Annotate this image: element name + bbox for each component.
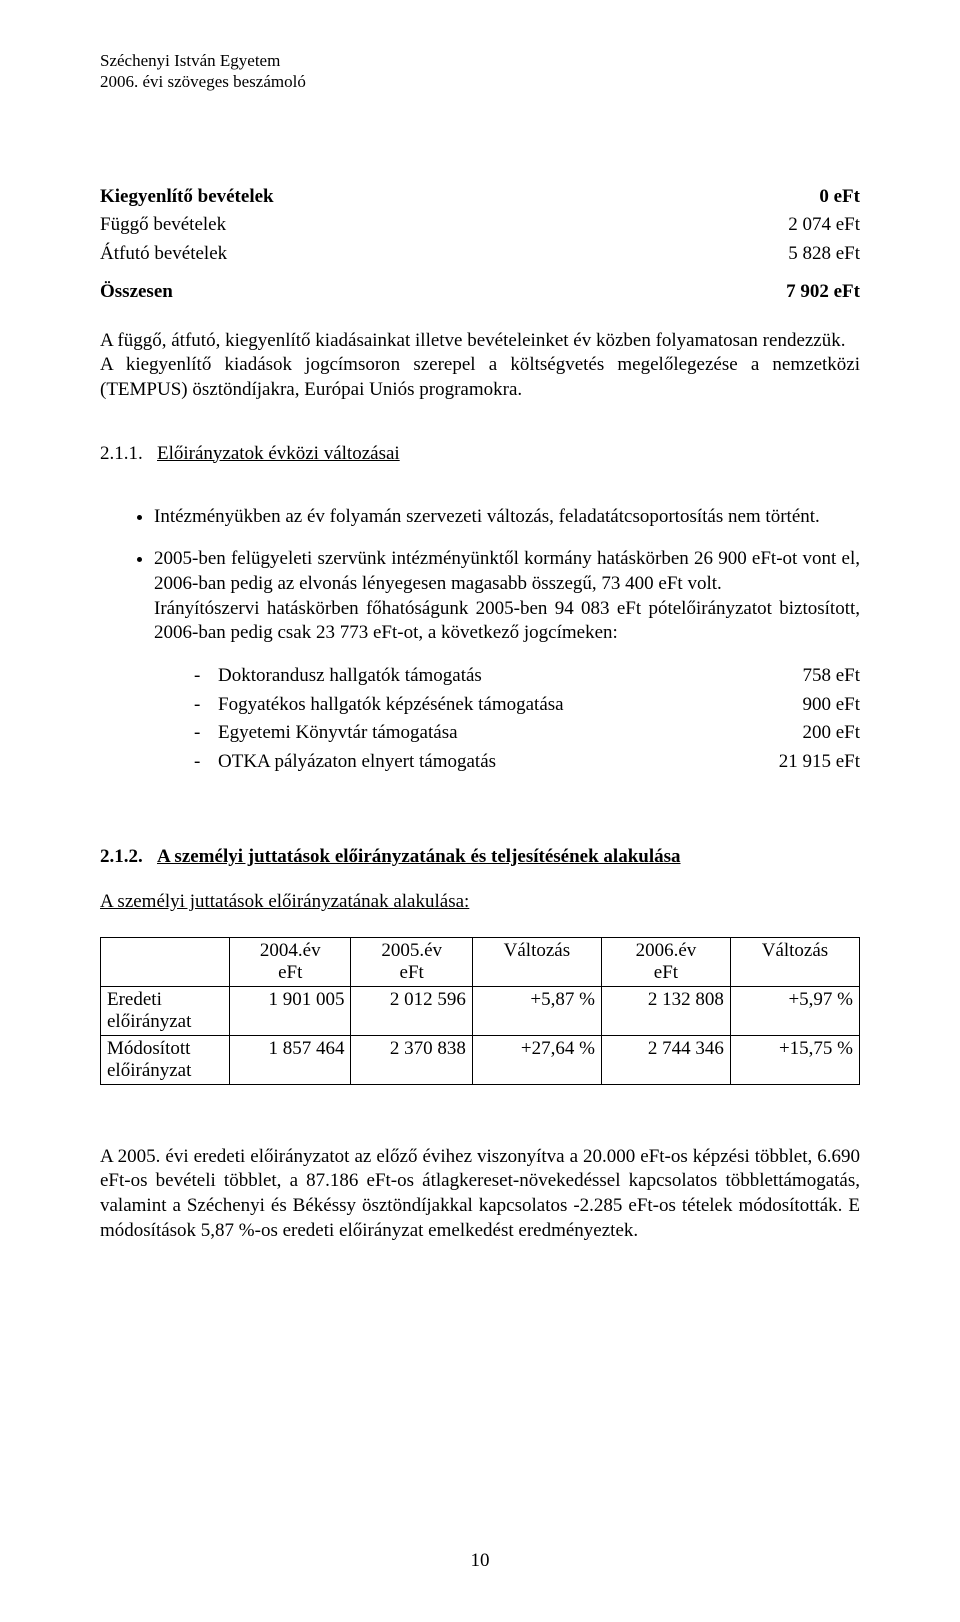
- page-number: 10: [0, 1550, 960, 1572]
- table-cell: 2 370 838: [351, 1035, 472, 1084]
- revenue-label: Átfutó bevételek: [100, 240, 227, 269]
- table-header-cell: Változás: [472, 937, 601, 986]
- table-cell: +5,97 %: [730, 986, 859, 1035]
- dash-row: - OTKA pályázaton elnyert támogatás 21 9…: [154, 748, 860, 777]
- table-cell: 1 901 005: [230, 986, 351, 1035]
- th-label: Változás: [504, 940, 570, 961]
- dash-label: Doktorandusz hallgatók támogatás: [218, 662, 720, 691]
- table-cell: +15,75 %: [730, 1035, 859, 1084]
- table-cell: +5,87 %: [472, 986, 601, 1035]
- page: Széchenyi István Egyetem 2006. évi szöve…: [0, 0, 960, 1622]
- paragraph-1: A függő, átfutó, kiegyenlítő kiadásainka…: [100, 329, 860, 354]
- th-sub: eFt: [654, 962, 678, 983]
- header-line-2: 2006. évi szöveges beszámoló: [100, 71, 860, 92]
- table-header-cell: 2006.év eFt: [601, 937, 730, 986]
- table-header-row: 2004.év eFt 2005.év eFt Változás 2006.év…: [101, 937, 860, 986]
- dash-value: 758 eFt: [720, 662, 860, 691]
- header-line-1: Széchenyi István Egyetem: [100, 50, 860, 71]
- table-rowhead: Módosított előirányzat: [101, 1035, 230, 1084]
- dash-label: Egyetemi Könyvtár támogatása: [218, 719, 720, 748]
- dash-icon: -: [154, 691, 218, 720]
- section-211-heading: 2.1.1. Előirányzatok évközi változásai: [100, 443, 860, 465]
- table-cell: 2 132 808: [601, 986, 730, 1035]
- table-header-cell: 2005.év eFt: [351, 937, 472, 986]
- table-row: Eredeti előirányzat 1 901 005 2 012 596 …: [101, 986, 860, 1035]
- dash-value: 900 eFt: [720, 691, 860, 720]
- table-rowhead: Eredeti előirányzat: [101, 986, 230, 1035]
- th-label: Változás: [762, 940, 828, 961]
- closing-paragraph: A 2005. évi eredeti előirányzatot az elő…: [100, 1145, 860, 1244]
- paragraph-2: A kiegyenlítő kiadások jogcímsoron szere…: [100, 353, 860, 402]
- th-label: 2004.év: [260, 940, 321, 961]
- dash-label: OTKA pályázaton elnyert támogatás: [218, 748, 720, 777]
- revenue-total-value: 7 902 eFt: [786, 278, 860, 307]
- dash-icon: -: [154, 719, 218, 748]
- revenue-total-label: Összesen: [100, 278, 173, 307]
- revenue-value: 2 074 eFt: [788, 211, 860, 240]
- revenue-value: 0 eFt: [819, 183, 860, 212]
- table-cell: 2 744 346: [601, 1035, 730, 1084]
- bullet-list: Intézményükben az év folyamán szervezeti…: [100, 505, 860, 776]
- revenue-label: Függő bevételek: [100, 211, 226, 240]
- table-cell: +27,64 %: [472, 1035, 601, 1084]
- section-212-num: 2.1.2.: [100, 846, 143, 867]
- bullet-item: Intézményükben az év folyamán szervezeti…: [154, 505, 860, 530]
- section-211-num: 2.1.1.: [100, 443, 143, 464]
- section-212-title: A személyi juttatások előirányzatának és…: [157, 846, 681, 867]
- dash-label: Fogyatékos hallgatók képzésének támogatá…: [218, 691, 720, 720]
- bullet-text-b: Irányítószervi hatáskörben főhatóságunk …: [154, 598, 860, 644]
- bullet-text-a: 2005-ben felügyeleti szervünk intézményü…: [154, 548, 860, 594]
- table-header-cell: Változás: [730, 937, 859, 986]
- revenue-total-row: Összesen 7 902 eFt: [100, 278, 860, 307]
- th-sub: eFt: [278, 962, 302, 983]
- data-table: 2004.év eFt 2005.év eFt Változás 2006.év…: [100, 937, 860, 1085]
- dash-icon: -: [154, 662, 218, 691]
- table-cell: 1 857 464: [230, 1035, 351, 1084]
- th-label: 2006.év: [636, 940, 697, 961]
- table-header-cell: 2004.év eFt: [230, 937, 351, 986]
- revenue-row: Kiegyenlítő bevételek 0 eFt: [100, 183, 860, 212]
- table-row: Módosított előirányzat 1 857 464 2 370 8…: [101, 1035, 860, 1084]
- revenue-row: Átfutó bevételek 5 828 eFt: [100, 240, 860, 269]
- dash-value: 200 eFt: [720, 719, 860, 748]
- bullet-item: 2005-ben felügyeleti szervünk intézményü…: [154, 547, 860, 776]
- table-header-cell: [101, 937, 230, 986]
- dash-list: - Doktorandusz hallgatók támogatás 758 e…: [154, 662, 860, 776]
- th-label: 2005.év: [381, 940, 442, 961]
- dash-icon: -: [154, 748, 218, 777]
- dash-row: - Fogyatékos hallgatók képzésének támoga…: [154, 691, 860, 720]
- revenue-value: 5 828 eFt: [788, 240, 860, 269]
- section-211-title: Előirányzatok évközi változásai: [157, 443, 400, 464]
- table-cell: 2 012 596: [351, 986, 472, 1035]
- revenue-label: Kiegyenlítő bevételek: [100, 183, 274, 212]
- revenue-row: Függő bevételek 2 074 eFt: [100, 211, 860, 240]
- dash-row: - Egyetemi Könyvtár támogatása 200 eFt: [154, 719, 860, 748]
- dash-value: 21 915 eFt: [720, 748, 860, 777]
- section-212-heading: 2.1.2. A személyi juttatások előirányzat…: [100, 846, 860, 868]
- th-sub: eFt: [400, 962, 424, 983]
- section-212-subtitle: A személyi juttatások előirányzatának al…: [100, 890, 860, 915]
- dash-row: - Doktorandusz hallgatók támogatás 758 e…: [154, 662, 860, 691]
